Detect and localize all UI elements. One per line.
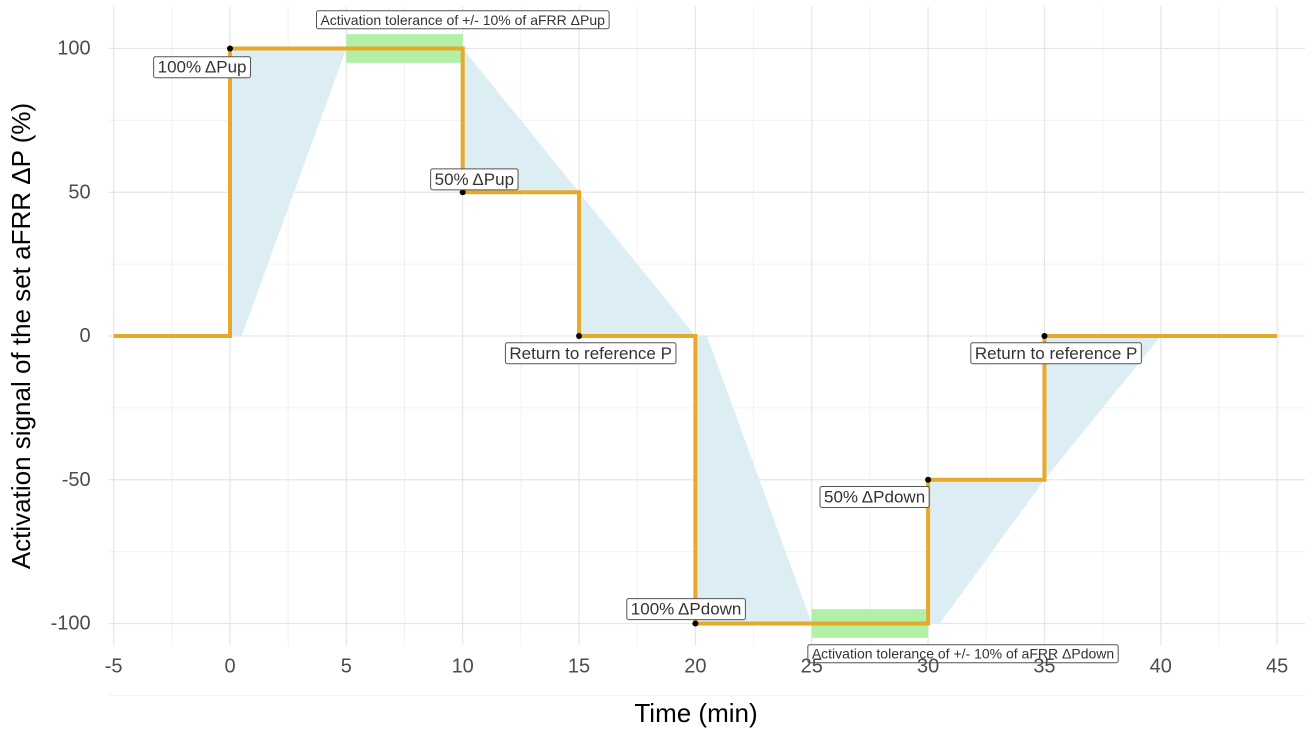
x-tick-label: 45 [1266,656,1288,678]
annotations: Activation tolerance of +/- 10% of aFRR … [153,10,1142,664]
annotation-label: Activation tolerance of +/- 10% of aFRR … [807,644,1119,664]
y-axis-title: Activation signal of the set aFRR ΔP (%) [6,103,36,569]
x-tick-label: 30 [917,656,939,678]
y-axis-ticks: -100 -50 0 50 100 [51,38,91,635]
annotation-text: Activation tolerance of +/- 10% of aFRR … [320,12,605,28]
y-tick-label: 50 [68,181,90,203]
ramp-regions [230,48,1161,624]
ramp-region [928,479,1045,624]
x-axis-ticks: -5 0 5 10 15 20 25 30 35 40 45 [105,656,1289,678]
x-tick-label: 0 [224,656,235,678]
x-tick-label: 5 [341,656,352,678]
ramp-region [1044,336,1161,480]
annotation-label: 100% ΔPdown [626,598,746,621]
annotation-text: 100% ΔPdown [631,600,742,619]
annotation-label: 50% ΔPdown [819,486,930,508]
data-point [925,476,932,483]
y-tick-label: -50 [62,469,91,491]
y-tick-label: -100 [51,613,91,635]
x-axis-title: Time (min) [634,698,757,728]
ramp-region [462,48,580,193]
ramp-region [695,336,812,624]
x-tick-label: 25 [801,656,823,678]
annotation-text: Return to reference P [509,344,672,363]
data-point [227,45,233,52]
data-point [1041,333,1048,339]
annotation-text: 50% ΔPdown [824,488,925,507]
data-point [692,620,699,627]
y-tick-label: 100 [57,38,90,60]
x-tick-label: 15 [568,656,590,678]
activation-step-line [113,46,1278,626]
x-tick-label: -5 [105,656,123,678]
annotation-label: 100% ΔPup [153,56,252,79]
annotation-text: Return to reference P [975,344,1138,363]
data-point [576,333,583,339]
series [113,46,1278,626]
x-tick-label: 35 [1033,656,1055,678]
annotation-label: Return to reference P [504,342,677,365]
ramp-region [579,192,696,336]
data-point [459,189,466,196]
x-tick-label: 10 [452,656,474,678]
annotation-label: Activation tolerance of +/- 10% of aFRR … [315,10,610,30]
annotation-label: 50% ΔPup [430,168,519,191]
annotation-text: Activation tolerance of +/- 10% of aFRR … [812,646,1114,662]
x-tick-label: 20 [684,656,706,678]
annotation-text: 50% ΔPup [435,170,514,189]
x-tick-label: 40 [1150,656,1172,678]
data-points [227,45,1048,627]
y-tick-label: 0 [80,325,91,347]
annotation-text: 100% ΔPup [158,58,247,77]
ramp-region [230,48,347,336]
annotation-label: Return to reference P [970,342,1142,365]
